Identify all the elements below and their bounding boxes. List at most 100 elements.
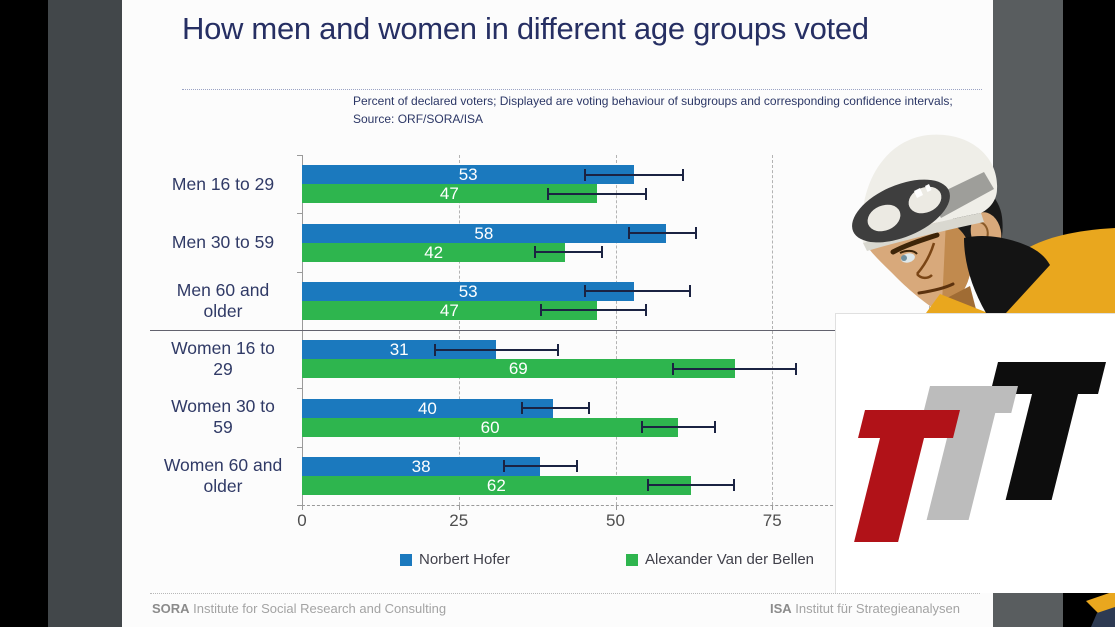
error-bar-cap-high	[795, 362, 798, 375]
legend-label-hofer: Norbert Hofer	[419, 551, 510, 568]
x-axis-tick	[302, 505, 303, 510]
x-tick-label: 25	[449, 511, 469, 530]
legend-item-hofer: Norbert Hofer	[400, 551, 510, 568]
error-bar	[546, 192, 647, 195]
category-label: Men 30 to 59	[171, 231, 275, 252]
error-bar-cap-high	[732, 479, 735, 492]
error-bar-cap-low	[502, 460, 505, 473]
legend-swatch-van-der-bellen	[626, 553, 638, 566]
error-bar-cap-low	[584, 285, 587, 298]
error-bar-cap-high	[713, 421, 716, 433]
jacket-corner	[1086, 591, 1115, 613]
ttt-logo-gray-t	[923, 386, 1018, 520]
x-axis-tick	[772, 505, 774, 510]
footer-isa-bold: ISA	[769, 601, 792, 616]
bar-hofer: 38	[302, 456, 541, 476]
legend-swatch-hofer	[400, 553, 412, 566]
subtitle-line-2: Source: ORF/SORA/ISA	[353, 112, 484, 126]
error-bar	[628, 232, 697, 234]
bar-hofer: 31	[302, 340, 497, 360]
eyebrow	[890, 232, 940, 255]
footer-sora-text: Institute for Social Research and Consul…	[189, 601, 447, 616]
error-bar-cap-high	[695, 227, 697, 239]
left-gray-strip	[48, 0, 122, 627]
bar-hofer: 58	[302, 223, 666, 243]
error-bar-cap-low	[671, 362, 674, 375]
error-bar	[646, 484, 735, 487]
x-tick-label: 0	[297, 511, 307, 530]
error-bar	[502, 465, 578, 468]
category-label: Women 30 to 59	[171, 396, 275, 438]
error-bar	[521, 407, 591, 409]
x-axis	[297, 505, 838, 506]
error-bar	[433, 348, 560, 351]
error-bar-cap-low	[540, 304, 543, 317]
nose	[916, 242, 936, 275]
footer-divider	[150, 593, 980, 594]
footer-sora: SORA Institute for Social Research and C…	[152, 601, 446, 616]
error-bar-cap-low	[646, 479, 649, 492]
page-title: How men and women in different age group…	[182, 11, 869, 46]
bar-van-der-bellen: 47	[302, 184, 597, 204]
error-bar	[584, 290, 691, 293]
bar-hofer: 53	[302, 165, 635, 185]
error-bar-cap-low	[584, 168, 587, 181]
bar-van-der-bellen: 42	[302, 242, 566, 262]
error-bar-cap-low	[533, 246, 536, 258]
footer-isa: ISA Institut für Strategieanalysen	[770, 601, 960, 616]
error-bar-cap-high	[644, 187, 647, 200]
mouth	[917, 282, 955, 295]
x-tick-label: 50	[606, 511, 625, 530]
category-label: Men 16 to 29	[171, 173, 275, 194]
footer-isa-text: Institut für Strategieanalysen	[791, 601, 960, 616]
error-bar-cap-high	[600, 246, 603, 258]
error-bar	[533, 251, 603, 253]
footer-sora-bold: SORA	[152, 601, 190, 616]
bar-van-der-bellen: 47	[302, 300, 597, 320]
ttt-logo	[854, 362, 1106, 542]
y-axis-tick	[297, 446, 302, 448]
jacket-left	[926, 294, 988, 313]
error-bar-cap-low	[546, 187, 549, 200]
error-bar-cap-low	[521, 402, 524, 414]
error-bar	[640, 426, 716, 428]
chart-subtitle: Percent of declared voters; Displayed ar…	[353, 92, 953, 128]
jacket	[998, 228, 1115, 313]
construction-worker-illustration	[852, 134, 1115, 627]
error-bar	[584, 173, 685, 176]
error-bar-cap-high	[575, 460, 578, 473]
error-bar-cap-high	[682, 168, 685, 181]
y-axis-tick	[297, 155, 302, 156]
ttt-logo-panel	[835, 313, 1115, 593]
title-divider	[182, 89, 982, 90]
category-label: Men 60 and older	[176, 279, 270, 321]
ttt-logo-black-t	[990, 362, 1106, 500]
collar	[964, 236, 1050, 313]
error-bar-cap-high	[644, 304, 647, 317]
error-bar-cap-low	[640, 421, 643, 433]
bar-hofer: 40	[302, 398, 553, 418]
bar-hofer: 53	[302, 281, 635, 301]
bar-van-der-bellen: 69	[302, 359, 735, 379]
subtitle-line-1: Percent of declared voters; Displayed ar…	[353, 94, 953, 108]
hard-hat-brim	[863, 213, 984, 251]
category-label: Women 60 and older	[163, 454, 283, 496]
shadow-corner	[1091, 607, 1115, 627]
legend-label-van-der-bellen: Alexander Van der Bellen	[645, 551, 814, 568]
error-bar	[671, 367, 798, 370]
bar-van-der-bellen: 60	[302, 417, 679, 437]
x-axis-tick	[615, 505, 617, 510]
error-bar-cap-high	[588, 402, 591, 414]
y-axis-tick	[297, 213, 302, 215]
y-axis-tick	[297, 388, 302, 390]
ttt-logo-red-t	[854, 410, 960, 542]
legend-item-van-der-bellen: Alexander Van der Bellen	[626, 551, 814, 568]
error-bar	[540, 309, 647, 312]
bar-van-der-bellen: 62	[302, 475, 691, 495]
men-women-separator	[150, 330, 838, 331]
category-label: Women 16 to 29	[171, 338, 275, 380]
error-bar-cap-low	[433, 343, 436, 356]
x-axis-tick	[458, 505, 460, 510]
error-bar-cap-high	[688, 285, 691, 298]
